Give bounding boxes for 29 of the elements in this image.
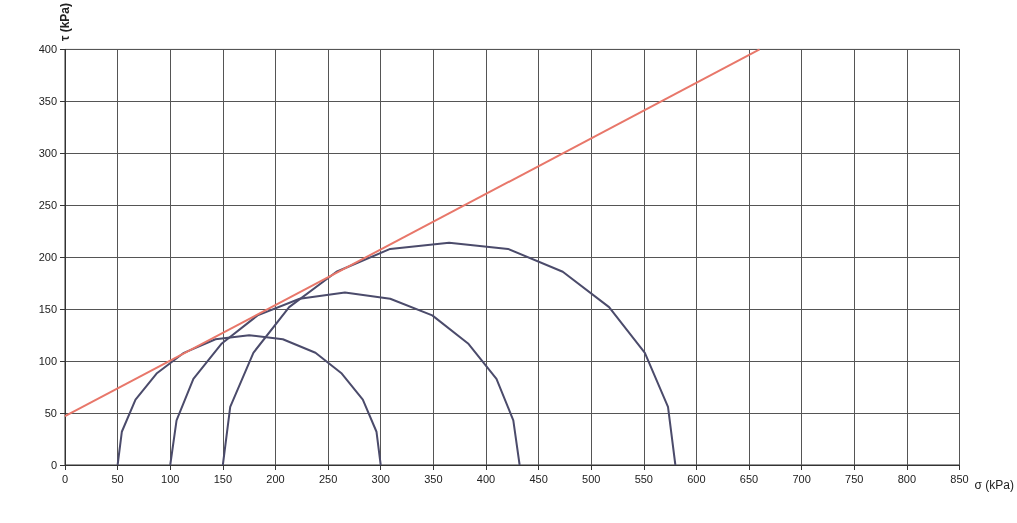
y-tick-label: 250 — [38, 199, 57, 212]
x-tick-label: 450 — [529, 472, 548, 485]
x-tick-label: 600 — [687, 472, 706, 485]
y-axis-title: τ (kPa) — [58, 2, 72, 42]
y-tick-label: 0 — [50, 459, 57, 471]
y-tick-label: 350 — [38, 95, 57, 108]
y-tick-label: 50 — [44, 407, 57, 420]
x-tick-label: 350 — [424, 472, 443, 485]
x-tick-label: 50 — [111, 472, 124, 485]
x-tick-label: 500 — [582, 472, 601, 485]
x-tick-label: 150 — [213, 472, 233, 485]
x-tick-label: 700 — [792, 472, 811, 485]
y-tick-label: 100 — [38, 355, 57, 368]
x-tick-label: 750 — [845, 472, 864, 485]
y-tick-label: 200 — [38, 251, 57, 264]
x-tick-label: 250 — [318, 472, 338, 485]
x-tick-label: 650 — [739, 472, 759, 485]
x-axis-title: σ (kPa) — [974, 478, 1015, 492]
y-tick-label: 400 — [38, 43, 57, 56]
x-tick-label: 200 — [266, 472, 285, 485]
x-tick-label: 100 — [161, 472, 180, 485]
x-tick-label: 0 — [61, 472, 69, 485]
y-tick-label: 300 — [38, 147, 57, 160]
x-tick-label: 400 — [476, 472, 496, 485]
x-tick-label: 800 — [897, 472, 917, 485]
x-tick-label: 550 — [634, 472, 653, 485]
x-tick-label: 300 — [371, 472, 390, 485]
y-tick-label: 150 — [38, 303, 57, 316]
x-tick-label: 850 — [950, 472, 969, 485]
